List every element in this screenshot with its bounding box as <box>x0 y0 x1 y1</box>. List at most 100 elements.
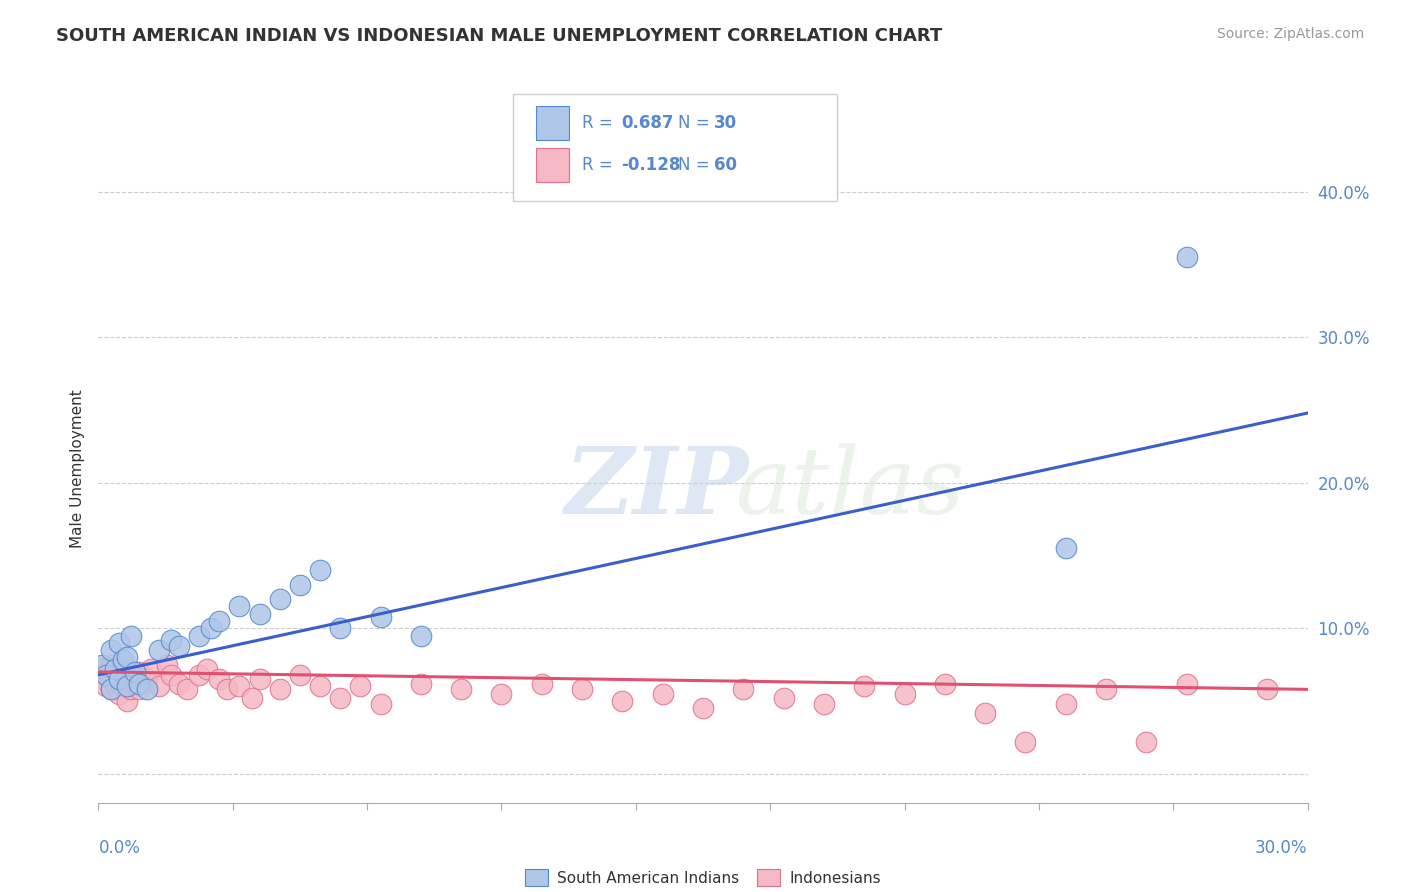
Text: R =: R = <box>582 156 619 174</box>
Point <box>249 672 271 686</box>
Point <box>651 687 673 701</box>
Point <box>329 691 352 706</box>
Point <box>96 668 118 682</box>
Point <box>124 665 146 679</box>
Point <box>893 687 915 701</box>
Point <box>217 682 239 697</box>
Point <box>208 672 231 686</box>
Text: 60: 60 <box>714 156 737 174</box>
Text: N =: N = <box>678 156 714 174</box>
Point <box>853 680 876 694</box>
Text: SOUTH AMERICAN INDIAN VS INDONESIAN MALE UNEMPLOYMENT CORRELATION CHART: SOUTH AMERICAN INDIAN VS INDONESIAN MALE… <box>56 27 942 45</box>
Text: atlas: atlas <box>735 443 965 533</box>
Point <box>269 682 291 697</box>
Point <box>91 672 114 686</box>
Point <box>91 657 114 672</box>
Point <box>692 701 714 715</box>
Point <box>1135 735 1157 749</box>
Point <box>148 680 170 694</box>
Point <box>349 680 371 694</box>
Text: Source: ZipAtlas.com: Source: ZipAtlas.com <box>1216 27 1364 41</box>
Point <box>329 621 352 635</box>
Point <box>107 636 129 650</box>
Point <box>160 668 183 682</box>
Point <box>249 607 271 621</box>
Point <box>530 676 553 690</box>
Point <box>107 687 129 701</box>
Point <box>370 697 392 711</box>
Point <box>240 691 263 706</box>
Point <box>228 599 250 614</box>
Point <box>115 680 138 694</box>
Point <box>228 680 250 694</box>
Legend: South American Indians, Indonesians: South American Indians, Indonesians <box>519 863 887 892</box>
Point <box>309 563 332 577</box>
Point <box>450 682 472 697</box>
Text: R =: R = <box>582 114 619 132</box>
Point <box>1054 541 1077 556</box>
Point <box>120 668 142 682</box>
Point <box>288 668 311 682</box>
Text: 30.0%: 30.0% <box>1256 839 1308 857</box>
Point <box>148 643 170 657</box>
Point <box>111 653 134 667</box>
Point <box>195 662 218 676</box>
Text: -0.128: -0.128 <box>621 156 681 174</box>
Point <box>128 676 150 690</box>
Point <box>208 614 231 628</box>
Point <box>1175 251 1198 265</box>
Point <box>1256 682 1278 697</box>
Point <box>813 697 835 711</box>
Point <box>100 682 122 697</box>
Point <box>120 682 142 697</box>
Point <box>100 657 122 672</box>
Y-axis label: Male Unemployment: Male Unemployment <box>69 389 84 548</box>
Point <box>160 632 183 647</box>
Point <box>409 628 432 642</box>
Point <box>100 682 122 697</box>
Point <box>96 680 118 694</box>
Point <box>167 676 190 690</box>
Point <box>167 639 190 653</box>
Point <box>1014 735 1036 749</box>
Point <box>409 676 432 690</box>
Point <box>491 687 513 701</box>
Point <box>135 672 157 686</box>
Point <box>934 676 956 690</box>
Point <box>571 682 593 697</box>
Text: 0.0%: 0.0% <box>98 839 141 857</box>
Point <box>139 662 162 676</box>
Point <box>128 682 150 697</box>
Point <box>188 668 211 682</box>
Point <box>96 668 118 682</box>
Point <box>115 650 138 665</box>
Point <box>120 628 142 642</box>
Text: 30: 30 <box>714 114 737 132</box>
Point <box>733 682 755 697</box>
Point <box>370 609 392 624</box>
Point <box>974 706 997 720</box>
Point <box>612 694 634 708</box>
Point <box>309 680 332 694</box>
Point <box>103 665 125 679</box>
Point <box>103 662 125 676</box>
Point <box>156 657 179 672</box>
Point <box>115 694 138 708</box>
Point <box>176 682 198 697</box>
Point <box>107 668 129 682</box>
Point <box>269 592 291 607</box>
Point <box>124 676 146 690</box>
Point <box>1054 697 1077 711</box>
Point <box>103 676 125 690</box>
Point <box>115 672 138 686</box>
Point <box>111 662 134 676</box>
Point <box>135 682 157 697</box>
Text: ZIP: ZIP <box>564 443 748 533</box>
Point <box>111 680 134 694</box>
Point <box>200 621 222 635</box>
Point <box>128 665 150 679</box>
Point <box>100 643 122 657</box>
Point <box>188 628 211 642</box>
Point <box>1095 682 1118 697</box>
Point <box>91 662 114 676</box>
